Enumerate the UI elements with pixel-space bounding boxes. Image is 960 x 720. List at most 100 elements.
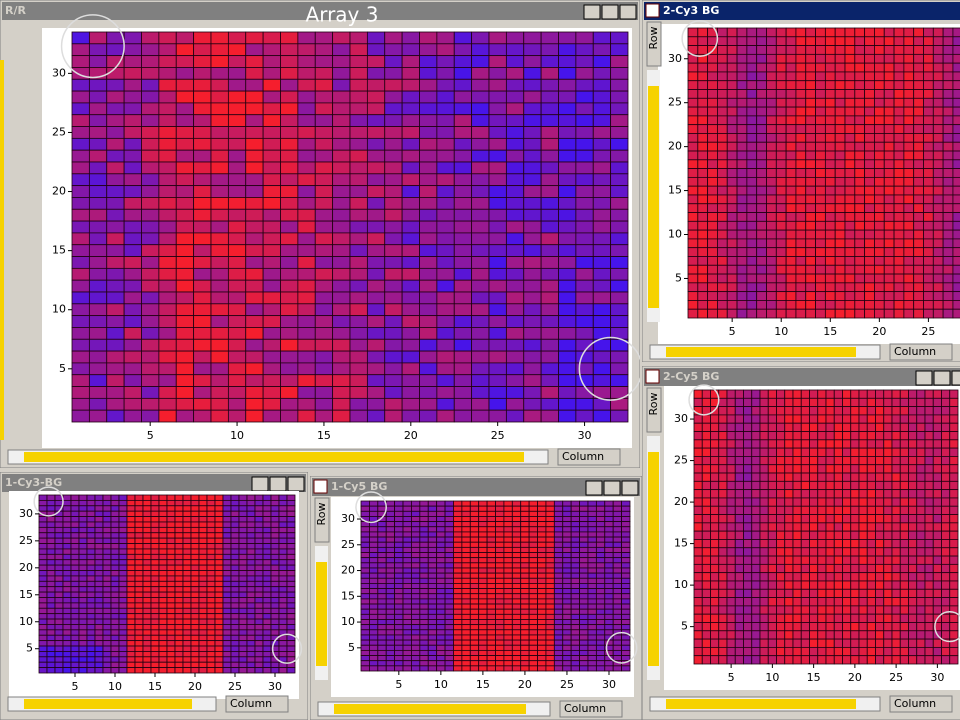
cell: [874, 238, 885, 249]
window-button-max[interactable]: [933, 370, 951, 386]
cell: [193, 67, 212, 80]
cell: [775, 300, 787, 310]
cell: [453, 208, 473, 222]
cell: [736, 212, 748, 222]
cell: [815, 115, 826, 126]
h-scroll-thumb[interactable]: [666, 347, 856, 357]
cell: [193, 197, 212, 210]
cell: [369, 577, 379, 584]
cell: [230, 667, 240, 674]
cell: [297, 197, 316, 210]
cell: [817, 439, 827, 449]
cell: [86, 575, 96, 582]
cell: [687, 194, 699, 205]
h-scroll-thumb[interactable]: [24, 452, 524, 462]
v-scroll-thumb[interactable]: [648, 86, 659, 308]
cell: [453, 220, 473, 234]
row-button[interactable]: [646, 21, 662, 67]
cell: [707, 282, 718, 293]
cell: [384, 338, 403, 352]
window-button-min[interactable]: [585, 480, 603, 496]
cell: [916, 630, 926, 640]
cell: [210, 208, 229, 222]
cell: [766, 115, 777, 126]
cell: [166, 548, 176, 555]
cell: [932, 115, 944, 126]
title-bar: [644, 2, 960, 20]
cell: [592, 409, 612, 423]
h-scroll-thumb[interactable]: [24, 699, 192, 709]
cell: [908, 397, 918, 408]
cell: [471, 256, 490, 269]
cell: [102, 624, 112, 631]
cell: [883, 389, 893, 399]
cell: [110, 516, 120, 523]
cell: [941, 397, 951, 408]
cell: [54, 651, 64, 658]
h-scroll-thumb[interactable]: [666, 699, 856, 709]
cell: [942, 291, 954, 301]
cell: [697, 150, 709, 161]
column-dropdown[interactable]: [889, 343, 953, 361]
cell: [280, 126, 299, 139]
cell: [824, 124, 836, 134]
cell: [612, 536, 622, 543]
cell: [834, 97, 846, 108]
cell: [505, 31, 525, 45]
window-button-min[interactable]: [583, 4, 601, 20]
cell: [385, 552, 396, 559]
cell: [701, 572, 711, 582]
cell: [102, 597, 112, 604]
v-scroll-thumb[interactable]: [648, 452, 659, 666]
cell: [592, 137, 612, 151]
window-button-max[interactable]: [601, 4, 619, 20]
cell: [805, 194, 816, 205]
cell: [701, 605, 711, 615]
cell: [528, 588, 538, 595]
cell: [949, 588, 959, 598]
cell: [800, 588, 810, 598]
cell: [262, 645, 272, 652]
cell: [932, 106, 944, 117]
cell: [174, 559, 184, 566]
cell: [78, 580, 88, 588]
cell: [784, 456, 794, 466]
cell: [110, 586, 120, 593]
cell: [384, 208, 403, 222]
window-button-max[interactable]: [603, 480, 621, 496]
window-button-min[interactable]: [251, 476, 269, 492]
cell: [775, 45, 787, 55]
cell: [710, 638, 720, 648]
cell: [766, 203, 777, 213]
cell: [570, 516, 580, 523]
cell: [891, 646, 901, 657]
column-dropdown[interactable]: [557, 448, 621, 466]
cell: [923, 256, 934, 266]
cell: [384, 386, 403, 399]
cell: [505, 327, 525, 340]
window-button-close[interactable]: [619, 4, 637, 20]
cell: [883, 414, 893, 424]
cell: [377, 577, 387, 584]
cell: [520, 572, 530, 579]
cell: [270, 543, 280, 550]
cell: [102, 586, 112, 593]
window-button-close[interactable]: [287, 476, 305, 492]
cell: [262, 126, 281, 139]
cell: [401, 55, 420, 68]
column-dropdown[interactable]: [225, 695, 289, 713]
cell: [587, 552, 597, 559]
cell: [198, 586, 208, 593]
column-dropdown[interactable]: [889, 695, 953, 713]
window-button-close[interactable]: [621, 480, 639, 496]
cell: [562, 567, 572, 574]
window-button-min[interactable]: [915, 370, 933, 386]
cell: [767, 613, 777, 623]
cell: [238, 505, 248, 512]
cell: [360, 562, 370, 569]
cell: [369, 588, 379, 595]
window-button-close[interactable]: [951, 370, 960, 386]
cell: [262, 586, 272, 593]
window-button-max[interactable]: [269, 476, 287, 492]
row-button[interactable]: [646, 387, 662, 433]
